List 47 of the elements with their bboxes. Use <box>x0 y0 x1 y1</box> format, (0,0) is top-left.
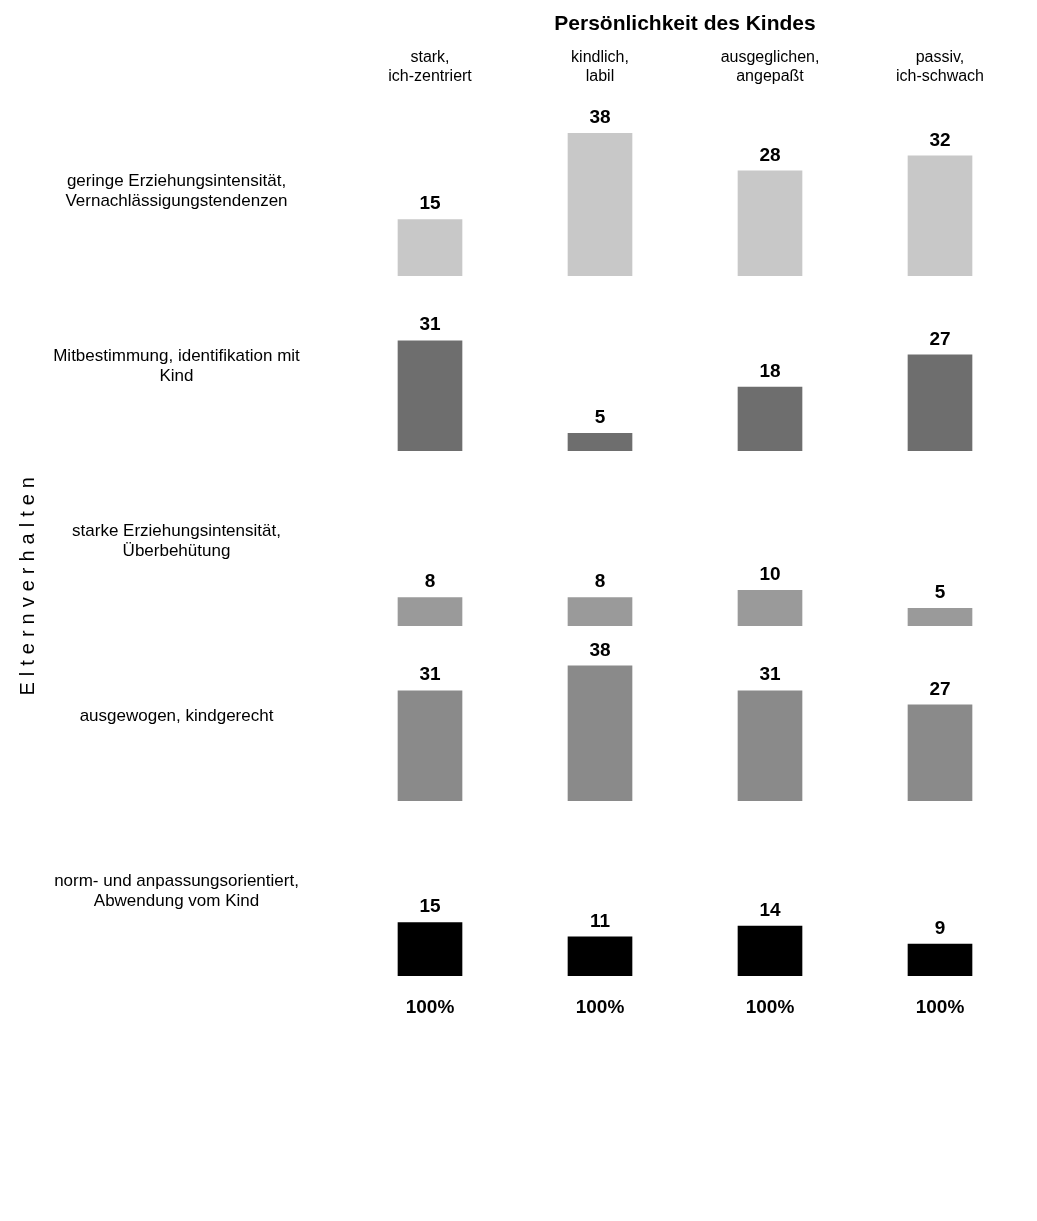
chart-title: Persönlichkeit des Kindes <box>554 11 816 35</box>
data-label: 8 <box>594 570 606 592</box>
data-label: 38 <box>589 638 611 660</box>
y-axis-title: starke Erziehungsintensität, Überbehütung <box>71 520 282 561</box>
data-label: 15 <box>419 192 441 214</box>
data-label: 31 <box>759 663 781 685</box>
bar <box>737 170 803 276</box>
data-label: 31 <box>419 313 441 335</box>
data-label: 15 <box>419 895 441 917</box>
data-label: 31 <box>419 663 441 685</box>
data-label: 27 <box>929 327 951 349</box>
bar <box>567 432 633 451</box>
data-label: 32 <box>929 128 951 150</box>
text: 100% <box>744 996 796 1018</box>
bar <box>907 354 973 451</box>
bar <box>567 936 633 976</box>
x-tick-label: stark, ich-zentriert <box>388 48 473 85</box>
bar <box>907 155 973 276</box>
y-axis-title: ausgewogen, kindgerecht <box>78 705 275 726</box>
data-label: 11 <box>589 909 611 931</box>
bar <box>737 925 803 976</box>
y-axis-title: Mitbestimmung, identifikation mit Kind <box>52 345 301 386</box>
text: 100% <box>574 996 626 1018</box>
y-axis-title: geringe Erziehungsintensität, Vernachlässigungstendenzen <box>64 170 289 211</box>
data-label: 5 <box>934 580 946 602</box>
data-label: 38 <box>589 106 611 128</box>
bar <box>397 922 463 976</box>
data-label: 5 <box>594 405 606 427</box>
bar <box>737 386 803 451</box>
bar <box>567 132 633 276</box>
bar <box>397 219 463 276</box>
x-tick-label: kindlich, labil <box>571 48 629 85</box>
data-label: 9 <box>934 916 946 938</box>
data-label: 14 <box>759 898 781 920</box>
text: 100% <box>914 996 966 1018</box>
data-label: 27 <box>929 677 951 699</box>
x-tick-label: ausgeglichen, angepaßt <box>720 48 820 85</box>
data-label: 28 <box>759 143 781 165</box>
text: Elternverhalten <box>16 470 39 696</box>
bar <box>907 943 973 976</box>
data-label: 10 <box>759 563 781 585</box>
data-label: 8 <box>424 570 436 592</box>
y-axis-title: norm- und anpassungsorientiert, Abwendung vom Kind <box>53 870 300 911</box>
data-label: 18 <box>759 359 781 381</box>
x-tick-label: passiv, ich-schwach <box>895 48 985 85</box>
text: 100% <box>404 996 456 1018</box>
bar <box>397 340 463 451</box>
